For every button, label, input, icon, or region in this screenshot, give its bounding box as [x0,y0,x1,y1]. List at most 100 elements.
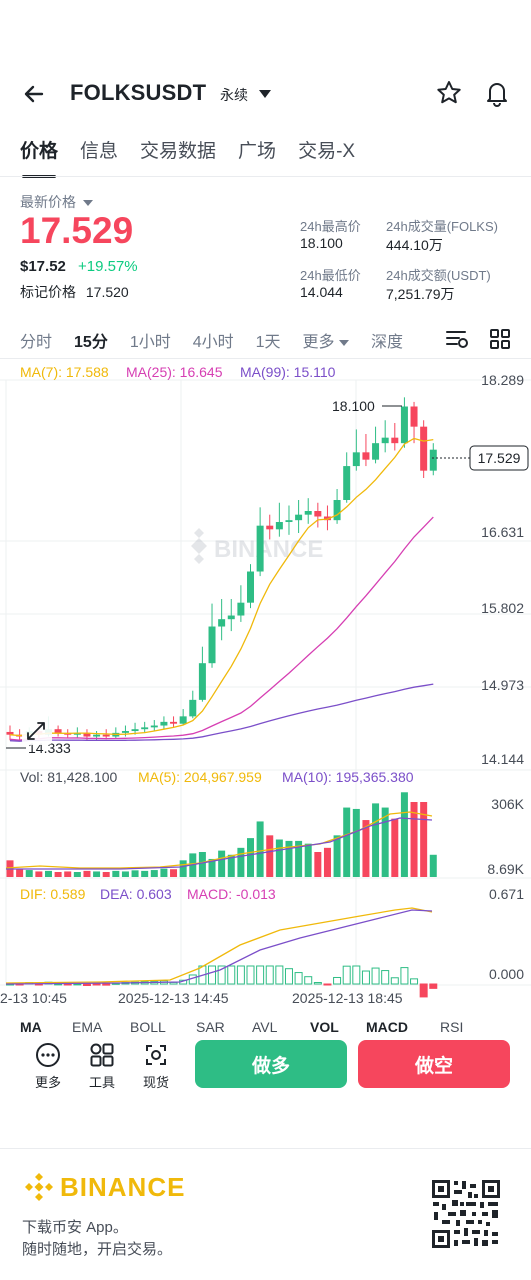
caret-down-icon[interactable] [258,88,272,100]
indicator-boll[interactable]: BOLL [130,1019,166,1035]
price-axis-label: 14.973 [481,677,524,693]
volume-bar [285,840,293,877]
candle-body [256,525,264,572]
macd-bar [371,967,380,985]
volume-bar [400,792,408,877]
volume-bar [333,835,341,877]
interval-4h[interactable]: 4小时 [192,334,234,351]
macd-bar [246,965,255,985]
volume-bar [35,871,43,877]
candle-body [179,716,187,724]
ma99-legend: MA(99): 15.110 [240,364,336,380]
short-button[interactable]: 做空 [358,1040,510,1088]
candle-body [343,466,351,501]
volume-bar [141,870,149,877]
last-price: 17.529 [20,210,134,251]
tab-trade-x[interactable]: 交易-X [298,141,356,162]
volume-bar [381,807,389,877]
tab-trade-data[interactable]: 交易数据 [140,141,217,162]
expand-icon[interactable] [22,715,52,745]
vol-ma10-line [6,817,433,870]
tab-price[interactable]: 价格 [20,136,58,178]
volume-bar [343,807,351,877]
ma25-legend: MA(25): 16.645 [126,364,223,380]
indicator-ema[interactable]: EMA [72,1019,103,1035]
macd-bar [256,965,265,985]
indicator-tabs: MA EMA BOLL SAR AVL VOL MACD RSI [20,1019,463,1035]
candle-body [83,732,91,737]
volume-bars-layer [6,792,437,877]
volume-bar [410,802,418,877]
last-price-label[interactable]: 最新价格 [20,192,93,212]
macd-bar [63,983,72,986]
spot-button[interactable]: 现货 [136,1042,176,1091]
volume-bar [44,870,52,877]
layout-grid-icon[interactable] [489,328,511,350]
time-axis-label: 2025-12-13 18:45 [292,990,403,1006]
kline-chart[interactable]: BINANCE MA(7): 17.588 MA(25): 16.645 MA(… [0,360,531,1036]
mark-price-label: 标记价格 [20,284,76,300]
interval-15m[interactable]: 15分 [74,334,108,351]
qr-code-icon[interactable] [430,1178,502,1250]
interval-1d[interactable]: 1天 [255,334,281,351]
download-footer: BINANCE 下载币安 App。 随时随地，开启交易。 [0,1150,531,1280]
volume-bar [93,871,101,877]
indicator-vol[interactable]: VOL [310,1019,339,1035]
macd-bar [208,965,217,985]
tab-info[interactable]: 信息 [80,141,119,162]
macd-bar [294,972,303,985]
binance-watermark: BINANCE [191,528,323,564]
mark-price-value: 17.520 [85,284,129,300]
symbol-title[interactable]: FOLKSUSDT [70,80,207,105]
current-price-tag-label: 17.529 [478,450,521,466]
candle-body [208,626,216,664]
candle-body [121,731,129,733]
candle-body [410,406,418,427]
candle-body [362,452,370,460]
candle-body [323,516,331,521]
indicator-sar[interactable]: SAR [196,1019,225,1035]
tools-button[interactable]: 工具 [82,1042,122,1091]
volume-bar [295,840,303,877]
vol-ma5-line [5,811,433,869]
indicator-rsi[interactable]: RSI [440,1019,463,1035]
interval-time[interactable]: 分时 [20,334,53,351]
interval-more[interactable]: 更多 [303,328,350,352]
candle-body [6,731,14,735]
macd-bar [352,965,361,985]
binance-brand: BINANCE [60,1172,186,1202]
volume-bar [25,870,33,877]
chart-settings-icon[interactable] [445,328,469,350]
macd-bar [313,982,322,985]
macd-axis-label: 0.000 [489,966,524,982]
back-arrow-icon[interactable] [18,78,50,110]
price-axis: 18.289 16.631 15.802 14.973 14.144 [481,372,524,767]
volume-bar [160,868,168,877]
spot-icon [146,1045,166,1065]
main-tabs: 价格 信息 交易数据 广场 交易-X [20,136,356,178]
dea-legend: DEA: 0.603 [100,886,172,902]
volume-bar [54,872,62,877]
indicator-avl[interactable]: AVL [252,1019,278,1035]
macd-bar [342,965,351,985]
volume-bar [256,821,264,877]
dif-line [5,907,433,984]
interval-depth[interactable]: 深度 [371,334,404,351]
tab-square[interactable]: 广场 [238,141,277,162]
amount-label: 24h成交额(USDT) [386,268,491,283]
ma7-line [9,437,434,737]
indicator-ma[interactable]: MA [20,1019,42,1035]
dea-line [5,909,433,985]
macd-bar [333,976,342,985]
contract-type[interactable]: 永续 [220,87,248,103]
macd-bar [227,965,236,985]
macd-histogram-layer [6,965,438,998]
indicator-macd[interactable]: MACD [366,1019,408,1035]
interval-1h[interactable]: 1小时 [129,334,171,351]
ma7-legend: MA(7): 17.588 [20,364,109,380]
more-button[interactable]: 更多 [28,1042,68,1091]
candle-body [275,522,283,530]
star-icon[interactable] [434,78,464,108]
long-button[interactable]: 做多 [195,1040,347,1088]
bell-icon[interactable] [482,78,512,108]
